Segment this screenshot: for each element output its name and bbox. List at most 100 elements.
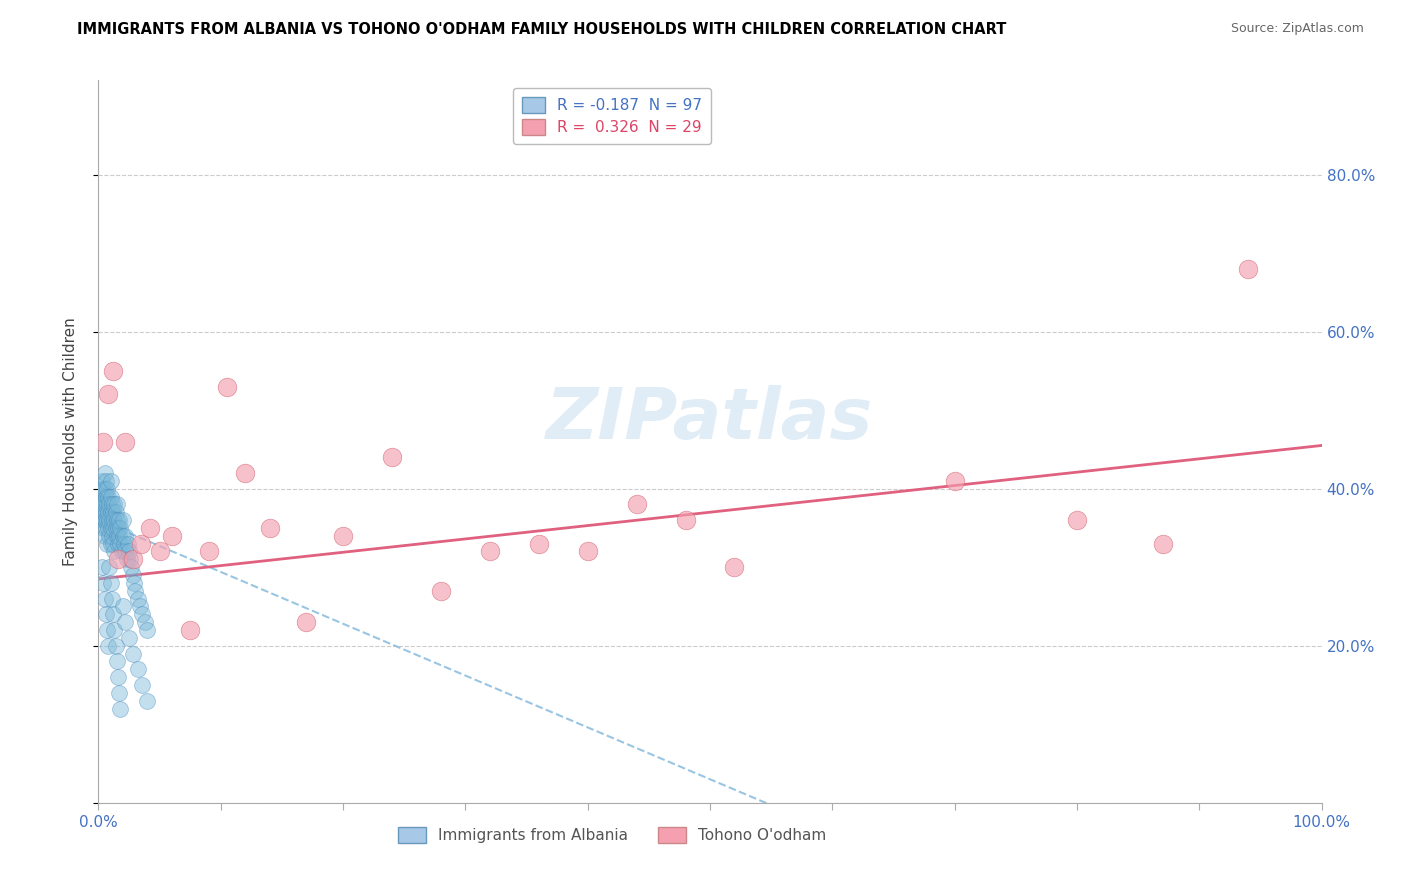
Point [91,560,114,574]
Point [576,544,599,558]
Point [114,615,136,630]
Point [107,670,129,684]
Point [100,521,122,535]
Point [93,591,115,606]
Point [197,544,219,558]
Point [104,521,127,535]
Point [675,513,697,527]
Point [101,497,124,511]
Point [103,513,125,527]
Point [94,521,117,535]
Point [96,513,118,527]
Point [107,552,129,566]
Point [101,529,124,543]
Point [723,560,745,574]
Point [94,607,117,622]
Point [94,474,117,488]
Point [120,552,142,566]
Point [114,529,136,543]
Point [527,536,550,550]
Point [114,544,136,558]
Point [105,529,128,543]
Point [111,513,134,527]
Point [179,623,201,637]
Point [93,513,115,527]
Point [104,505,127,519]
Point [108,529,131,543]
Point [115,552,138,566]
Point [98,560,121,574]
Point [1152,536,1174,550]
Point [91,490,114,504]
Text: Source: ZipAtlas.com: Source: ZipAtlas.com [1230,22,1364,36]
Point [100,575,122,590]
Point [1066,513,1088,527]
Point [96,497,118,511]
Point [93,466,115,480]
Point [136,623,159,637]
Point [127,662,149,676]
Point [118,631,141,645]
Point [97,505,120,519]
Point [124,583,146,598]
Point [108,513,131,527]
Legend: Immigrants from Albania, Tohono O'odham: Immigrants from Albania, Tohono O'odham [392,822,832,849]
Point [101,521,124,535]
Point [105,513,128,527]
Point [91,474,114,488]
Point [93,482,115,496]
Point [100,536,122,550]
Point [233,466,256,480]
Point [120,560,142,574]
Point [111,529,134,543]
Point [97,521,120,535]
Point [129,536,152,550]
Point [93,513,115,527]
Point [121,568,143,582]
Point [215,379,238,393]
Point [121,552,143,566]
Point [117,536,139,550]
Point [91,575,114,590]
Point [149,544,172,558]
Point [139,521,162,535]
Point [127,591,149,606]
Point [103,497,125,511]
Point [98,513,121,527]
Point [101,364,124,378]
Point [430,583,453,598]
Point [100,474,122,488]
Point [160,529,183,543]
Point [332,529,354,543]
Point [91,482,114,496]
Point [118,544,141,558]
Point [103,623,125,637]
Point [108,686,131,700]
Point [91,497,114,511]
Point [97,639,120,653]
Point [98,529,121,543]
Point [134,615,156,630]
Point [90,482,112,496]
Point [101,591,124,606]
Point [91,521,114,535]
Point [96,536,118,550]
Point [104,639,127,653]
Point [131,607,153,622]
Point [122,575,145,590]
Y-axis label: Family Households with Children: Family Households with Children [63,318,77,566]
Point [93,529,115,543]
Point [94,505,117,519]
Point [101,505,124,519]
Point [943,474,966,488]
Point [136,694,159,708]
Point [101,536,124,550]
Point [1237,261,1260,276]
Point [96,623,118,637]
Point [103,544,125,558]
Point [114,434,136,449]
Point [105,497,128,511]
Point [97,490,120,504]
Point [107,521,129,535]
Point [96,482,118,496]
